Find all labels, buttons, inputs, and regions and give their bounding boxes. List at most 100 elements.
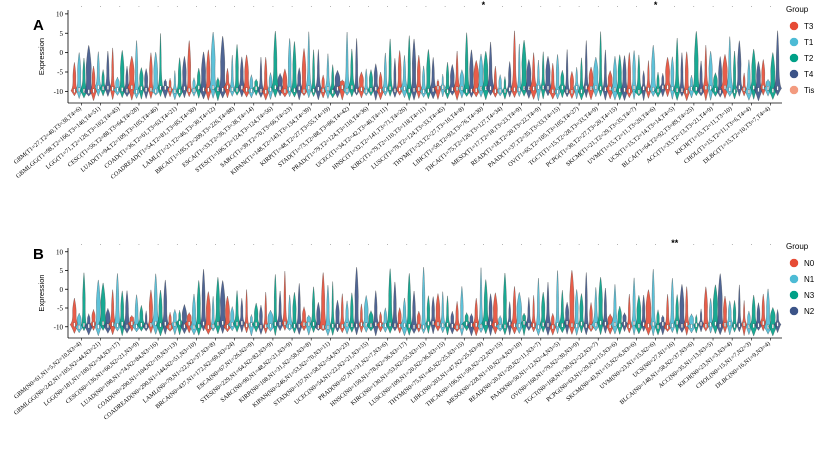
violin-t2 (558, 70, 567, 99)
significance-label: · (636, 4, 638, 10)
legend-swatch-t3 (789, 21, 799, 31)
violin-t4 (753, 60, 764, 102)
violin-box (681, 88, 683, 93)
significance-label: · (329, 4, 331, 10)
significance-label: * (482, 0, 486, 10)
violin-t3 (186, 40, 193, 98)
violin-box (724, 85, 726, 90)
significance-label: · (349, 242, 351, 248)
violin-n0 (396, 307, 403, 334)
y-tick-label: 10 (56, 10, 64, 18)
violin-n1 (534, 278, 542, 336)
violin-box (460, 86, 463, 91)
violin-t2 (387, 38, 394, 97)
violin-t3 (127, 55, 137, 101)
violin-box (417, 323, 420, 329)
violin-t1 (591, 56, 600, 98)
violin-box (264, 324, 267, 329)
significance-label: · (770, 4, 772, 10)
violin-n1 (324, 285, 332, 337)
violin-t2 (731, 50, 738, 100)
violin-box (618, 323, 621, 328)
violin-n3 (291, 292, 298, 334)
violin-box (776, 86, 779, 91)
legend-label-n0: N0 (804, 259, 815, 268)
significance-label: · (578, 4, 580, 10)
violin-t1 (381, 52, 389, 97)
violin-t3 (242, 54, 252, 98)
legend-swatch-t4 (789, 69, 799, 79)
violin-box (489, 85, 492, 91)
violin-t4 (659, 73, 667, 98)
violin-t1 (94, 51, 102, 97)
panel-label-b: B (33, 246, 44, 263)
violin-box (504, 324, 506, 329)
violin-box (762, 85, 765, 90)
violin-box (78, 324, 81, 330)
violin-box (403, 86, 406, 91)
violin-n1 (75, 312, 84, 334)
violin-box (312, 88, 315, 93)
violin-box (274, 321, 277, 327)
violin-box (542, 85, 545, 90)
violin-box (226, 324, 229, 329)
violin-n2 (258, 305, 264, 335)
violin-box (499, 324, 502, 329)
violin-n2 (677, 283, 687, 333)
violin-box (197, 323, 200, 329)
violin-box (250, 322, 253, 327)
violin-box (307, 85, 310, 90)
violin-t4 (295, 67, 304, 101)
violin-box (87, 89, 90, 94)
violin-box (475, 322, 478, 327)
violin-box (207, 87, 210, 92)
significance-label: · (272, 4, 274, 10)
violin-box (441, 322, 444, 328)
violin-box (437, 85, 439, 90)
violin-box (661, 321, 664, 327)
violin-box (532, 86, 535, 91)
violin-n0 (567, 269, 576, 335)
violin-box (159, 322, 162, 328)
violin-n0 (491, 292, 500, 335)
violin-n0 (606, 313, 615, 335)
legend-label-tis: Tis (804, 86, 814, 95)
violin-t1 (305, 31, 313, 99)
legend-label-t2: T2 (804, 54, 814, 63)
violin-box (331, 89, 334, 94)
violin-box (556, 322, 559, 327)
violin-box (154, 321, 157, 326)
violin-box (130, 321, 133, 326)
violin-box (346, 322, 348, 327)
violin-n3 (616, 306, 624, 335)
violin-t4 (143, 68, 150, 99)
violin-box (637, 323, 640, 328)
violin-t3 (741, 72, 747, 97)
violin-box (566, 320, 569, 325)
violin-box (336, 86, 339, 91)
violin-box (585, 85, 588, 90)
violin-box (470, 88, 473, 93)
violin-box (738, 322, 741, 328)
violin-n1 (745, 310, 753, 336)
violin-box (260, 88, 262, 93)
x-tick-label: GBM(T1=27,T2=40,T3=38,T4=6) (12, 105, 82, 166)
violin-box (704, 85, 707, 90)
violin-box (747, 324, 750, 329)
violin-box (226, 85, 229, 90)
violin-t1 (324, 53, 332, 99)
violin-box (169, 324, 171, 330)
violin-t2 (99, 69, 107, 97)
violin-n1 (573, 289, 580, 336)
significance-label: · (234, 4, 236, 10)
violin-box (154, 88, 157, 94)
violin-box (518, 87, 521, 92)
legend-swatch-t1 (789, 37, 799, 47)
violin-box (178, 89, 181, 94)
violin-box (97, 85, 100, 90)
violin-t3 (568, 71, 576, 99)
violin-t2 (290, 41, 299, 98)
violin-t2 (540, 51, 547, 100)
violin-n3 (233, 290, 241, 333)
